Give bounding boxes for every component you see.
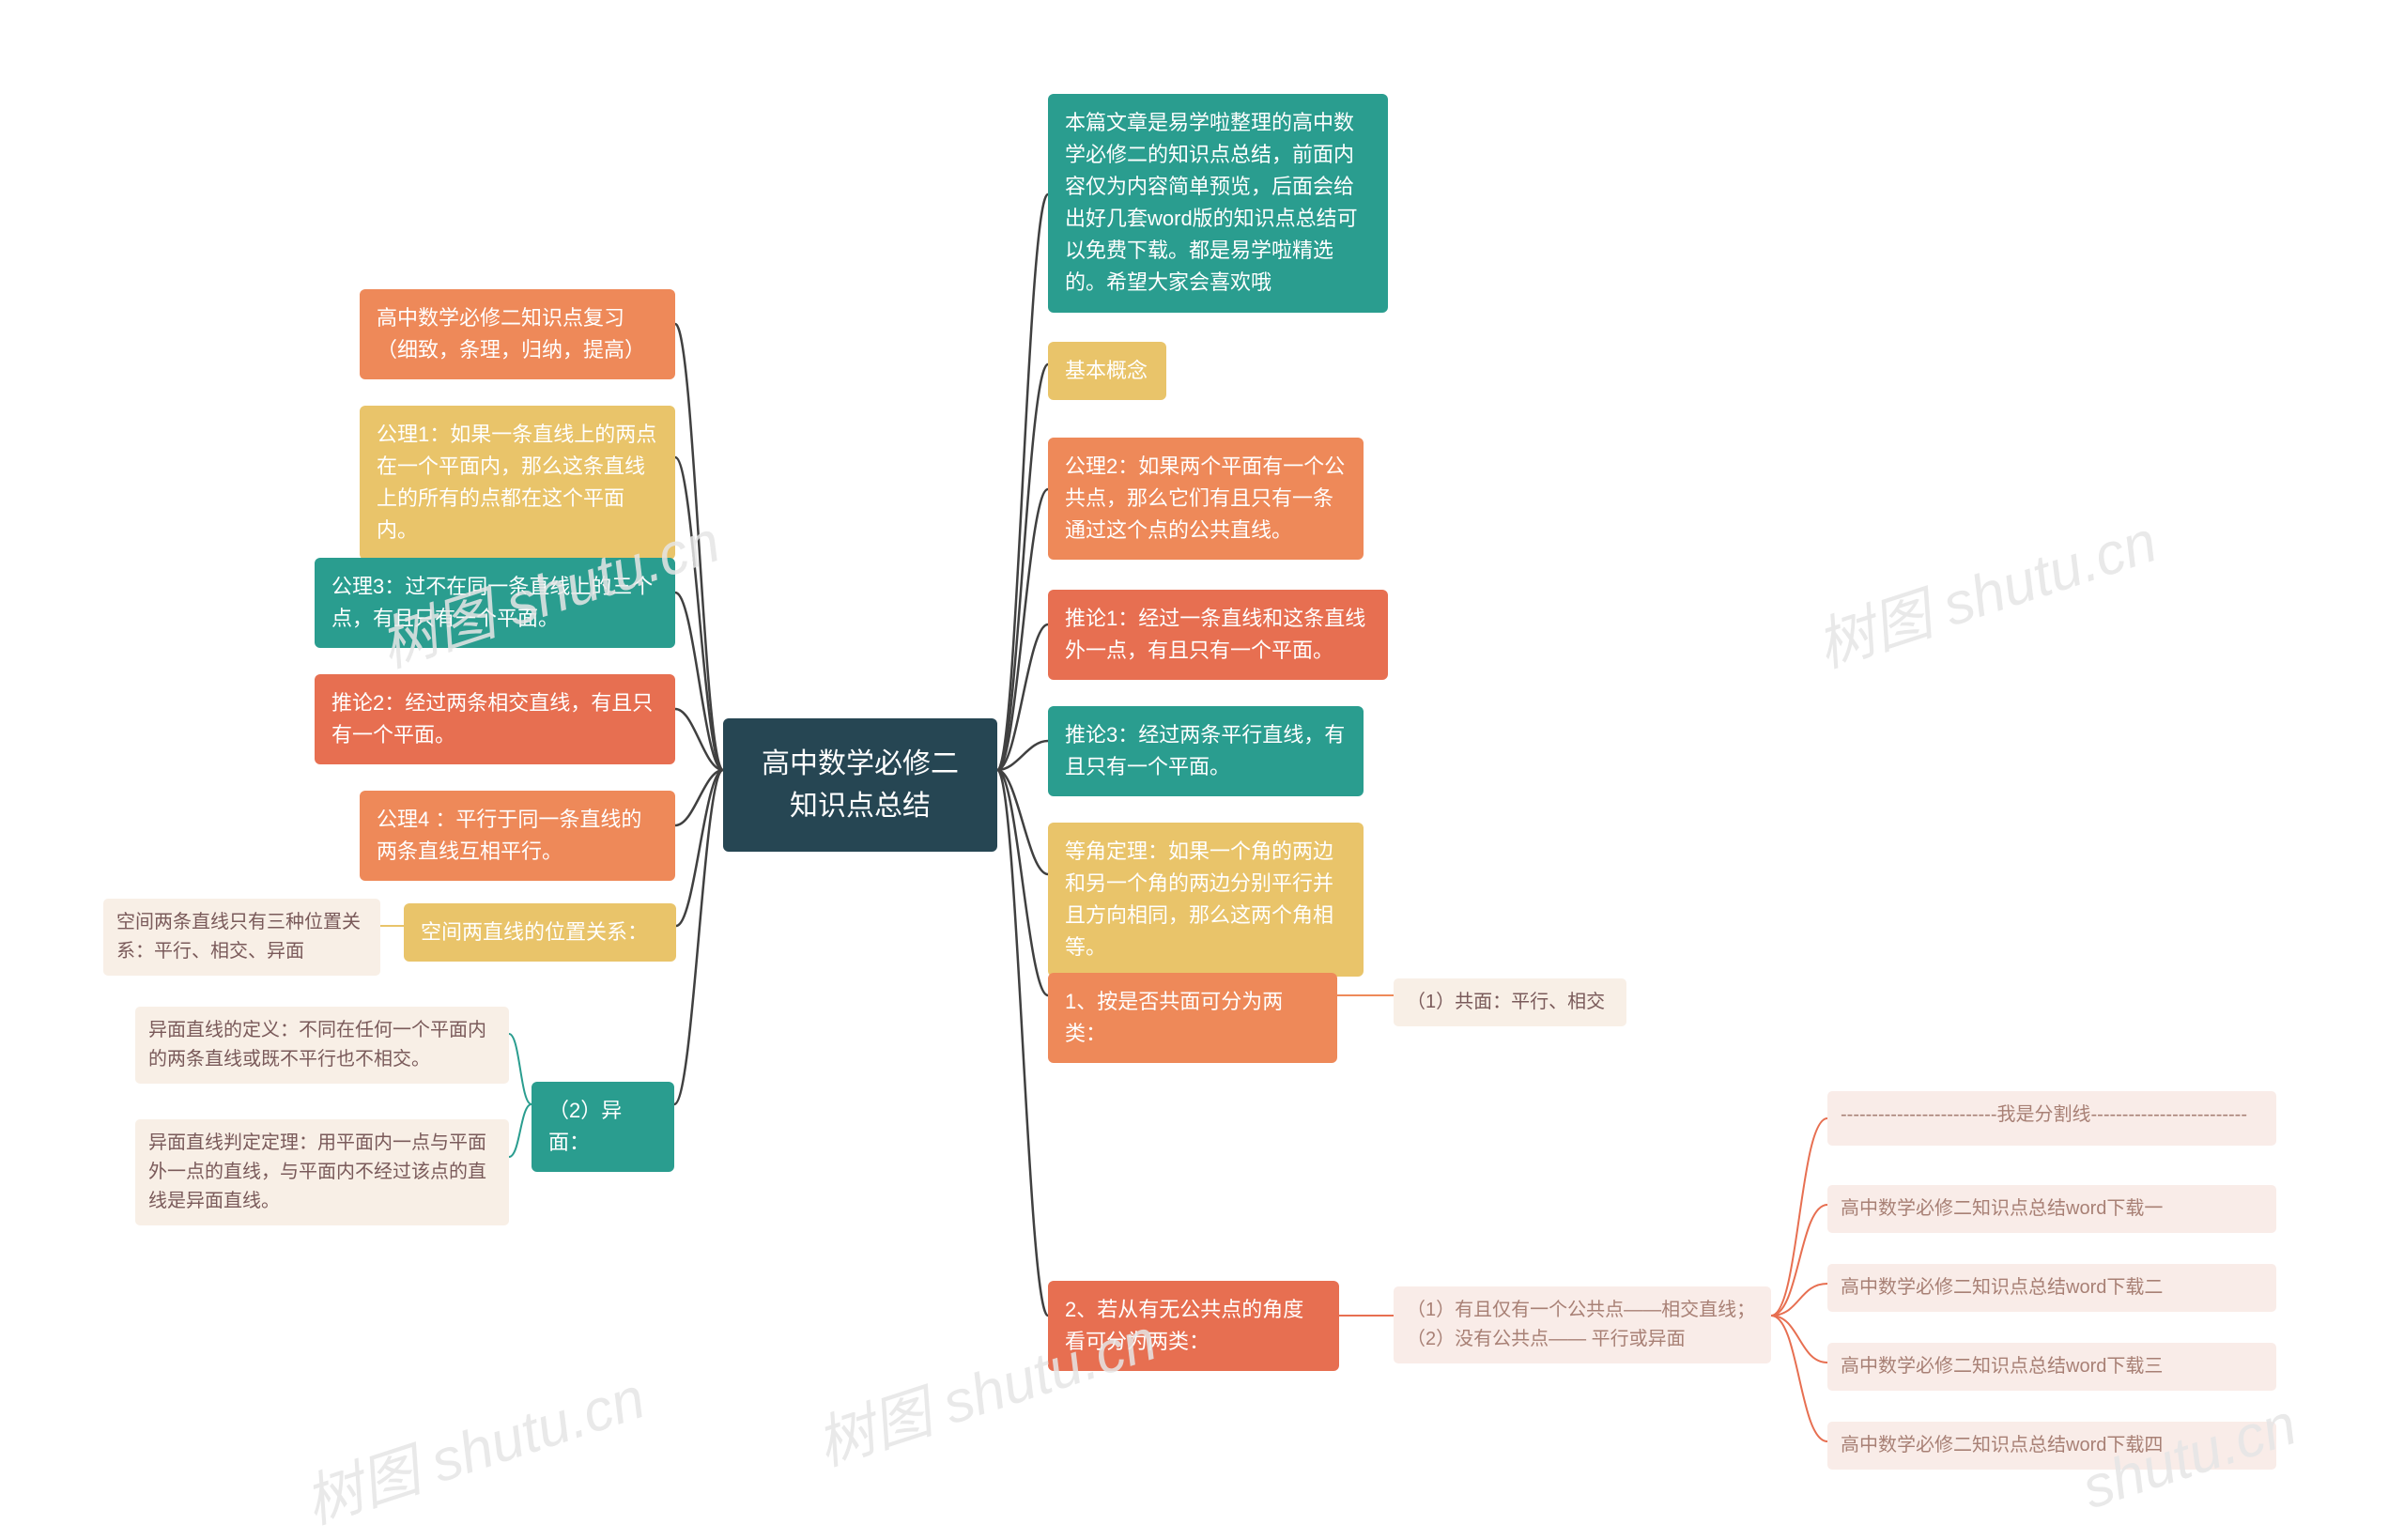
node-text: 高中数学必修二知识点总结word下载一	[1841, 1198, 2163, 1219]
connector	[1771, 1118, 1827, 1316]
root-node: 高中数学必修二知识点总结	[723, 718, 997, 852]
node-text: 本篇文章是易学啦整理的高中数学必修二的知识点总结，前面内容仅为内容简单预览，后面…	[1065, 111, 1358, 294]
connector	[997, 624, 1048, 770]
connector	[1771, 1284, 1827, 1316]
R7a-node: （1）共面：平行、相交	[1394, 978, 1626, 1026]
R8a3-node: 高中数学必修二知识点总结word下载二	[1827, 1264, 2276, 1312]
node-text: 异面直线判定定理：用平面内一点与平面外一点的直线，与平面内不经过该点的直线是异面…	[148, 1132, 486, 1211]
connector	[509, 1104, 532, 1157]
node-text: -------------------------我是分割线----------…	[1841, 1104, 2247, 1125]
mindmap-canvas: 高中数学必修二知识点总结 高中数学必修二知识点复习（细致，条理，归纳，提高） 公理1…	[0, 0, 2404, 1462]
R7-node: 1、按是否共面可分为两类：	[1048, 973, 1337, 1063]
L3-node: 公理3：过不在同一条直线上的三个点，有且只有一个平面。	[315, 558, 675, 648]
connector	[676, 770, 723, 926]
node-text: 高中数学必修二知识点总结word下载三	[1841, 1356, 2163, 1377]
L2-node: 公理1：如果一条直线上的两点在一个平面内，那么这条直线上的所有的点都在这个平面内…	[360, 406, 675, 560]
connector	[1771, 1316, 1827, 1441]
L5-node: 公理4 ：平行于同一条直线的两条直线互相平行。	[360, 791, 675, 881]
connector	[675, 770, 723, 825]
connector	[675, 324, 723, 770]
connector	[997, 770, 1048, 995]
node-text: 2、若从有无公共点的角度看可分为两类：	[1065, 1298, 1303, 1353]
R6-node: 等角定理：如果一个角的两边和另一个角的两边分别平行并且方向相同，那么这两个角相等…	[1048, 823, 1364, 977]
node-text: 高中数学必修二知识点总结word下载四	[1841, 1435, 2163, 1455]
node-text: 公理1：如果一条直线上的两点在一个平面内，那么这条直线上的所有的点都在这个平面内…	[377, 423, 656, 542]
node-text: 等角定理：如果一个角的两边和另一个角的两边分别平行并且方向相同，那么这两个角相等…	[1065, 839, 1333, 959]
R3-node: 公理2：如果两个平面有一个公共点，那么它们有且只有一条通过这个点的公共直线。	[1048, 438, 1364, 560]
R8a5-node: 高中数学必修二知识点总结word下载四	[1827, 1422, 2276, 1470]
node-text: 公理4 ：平行于同一条直线的两条直线互相平行。	[377, 808, 641, 863]
L6-node: 空间两直线的位置关系：	[404, 903, 676, 962]
node-text: 推论1：经过一条直线和这条直线外一点，有且只有一个平面。	[1065, 607, 1365, 662]
node-text: 空间两条直线只有三种位置关系：平行、相交、异面	[116, 912, 361, 962]
watermark: 树图 shutu.cn	[1804, 494, 2165, 684]
connector	[1771, 1316, 1827, 1363]
connector	[997, 741, 1048, 770]
node-text: 空间两直线的位置关系：	[421, 920, 648, 944]
connector	[675, 709, 723, 770]
node-text: 高中数学必修二知识点复习（细致，条理，归纳，提高）	[377, 306, 645, 362]
R8a2-node: 高中数学必修二知识点总结word下载一	[1827, 1185, 2276, 1233]
connector	[675, 593, 723, 770]
node-text: 推论2：经过两条相交直线，有且只有一个平面。	[331, 691, 653, 747]
node-text: （2）异面：	[548, 1099, 622, 1154]
node-text: 高中数学必修二知识点总结word下载二	[1841, 1277, 2163, 1298]
node-text: 高中数学必修二知识点总结	[762, 748, 959, 822]
connector	[997, 770, 1048, 874]
R8a4-node: 高中数学必修二知识点总结word下载三	[1827, 1343, 2276, 1391]
R4-node: 推论1：经过一条直线和这条直线外一点，有且只有一个平面。	[1048, 590, 1388, 680]
node-text: 公理2：如果两个平面有一个公共点，那么它们有且只有一条通过这个点的公共直线。	[1065, 454, 1345, 542]
connector	[509, 1034, 532, 1104]
connector	[997, 194, 1048, 770]
L7b-node: 异面直线判定定理：用平面内一点与平面外一点的直线，与平面内不经过该点的直线是异面…	[135, 1119, 509, 1225]
L1-node: 高中数学必修二知识点复习（细致，条理，归纳，提高）	[360, 289, 675, 379]
connector	[1771, 1205, 1827, 1316]
node-text: 公理3：过不在同一条直线上的三个点，有且只有一个平面。	[331, 575, 653, 630]
L4-node: 推论2：经过两条相交直线，有且只有一个平面。	[315, 674, 675, 764]
connector	[997, 364, 1048, 770]
node-text: 推论3：经过两条平行直线，有且只有一个平面。	[1065, 723, 1345, 778]
L7a-node: 异面直线的定义：不同在任何一个平面内的两条直线或既不平行也不相交。	[135, 1007, 509, 1084]
node-text: （1）有且仅有一个公共点——相交直线；（2）没有公共点—— 平行或异面	[1407, 1300, 1755, 1349]
R1-node: 本篇文章是易学啦整理的高中数学必修二的知识点总结，前面内容仅为内容简单预览，后面…	[1048, 94, 1388, 313]
R8a-node: （1）有且仅有一个公共点——相交直线；（2）没有公共点—— 平行或异面	[1394, 1286, 1771, 1363]
watermark: 树图 shutu.cn	[292, 1350, 654, 1540]
node-text: 1、按是否共面可分为两类：	[1065, 990, 1283, 1045]
L7-node: （2）异面：	[532, 1082, 674, 1172]
R2-node: 基本概念	[1048, 342, 1166, 400]
node-text: 异面直线的定义：不同在任何一个平面内的两条直线或既不平行也不相交。	[148, 1020, 486, 1070]
R5-node: 推论3：经过两条平行直线，有且只有一个平面。	[1048, 706, 1364, 796]
connector	[674, 770, 723, 1104]
connector	[997, 489, 1048, 770]
connector	[675, 457, 723, 770]
R8-node: 2、若从有无公共点的角度看可分为两类：	[1048, 1281, 1339, 1371]
node-text: 基本概念	[1065, 359, 1148, 382]
connector	[997, 770, 1048, 1316]
L6a-node: 空间两条直线只有三种位置关系：平行、相交、异面	[103, 899, 380, 976]
R8a1-node: -------------------------我是分割线----------…	[1827, 1091, 2276, 1146]
node-text: （1）共面：平行、相交	[1407, 992, 1605, 1012]
